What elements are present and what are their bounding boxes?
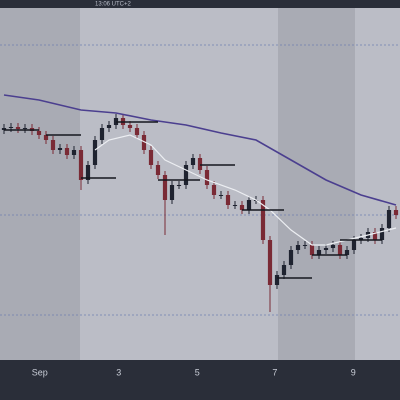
candle-body: [127, 125, 133, 128]
candle-body: [162, 175, 168, 200]
candle-body: [239, 205, 245, 210]
candle-body: [211, 185, 217, 195]
candle-body: [183, 165, 189, 185]
x-tick-label: 3: [116, 367, 121, 377]
candle-body: [155, 165, 161, 175]
candle-body: [337, 245, 343, 255]
candle-body: [92, 140, 98, 165]
timestamp: 13:06 UTC+2: [95, 2, 132, 8]
candle-body: [78, 150, 84, 180]
candle-body: [386, 210, 392, 228]
candle-body: [323, 248, 329, 250]
candle-body: [295, 245, 301, 250]
candle-body: [15, 127, 21, 129]
candle-body: [99, 128, 105, 140]
candle-body: [197, 158, 203, 170]
candle-body: [260, 200, 266, 240]
x-tick-label: Sep: [32, 367, 48, 377]
candle-body: [309, 245, 315, 255]
candle-body: [43, 135, 49, 140]
candle-body: [190, 158, 196, 165]
candle-body: [225, 195, 231, 205]
candle-body: [71, 150, 77, 155]
candle-body: [281, 265, 287, 275]
candle-body: [302, 245, 308, 246]
candle-body: [8, 127, 14, 128]
candle-body: [316, 250, 322, 255]
candle-body: [344, 250, 350, 255]
candle-body: [50, 140, 56, 150]
candle-body: [1, 128, 7, 130]
session-band: [278, 8, 355, 360]
candle-body: [36, 131, 42, 135]
x-tick-label: 5: [195, 367, 200, 377]
session-band: [0, 8, 80, 360]
candle-body: [267, 240, 273, 285]
candle-body: [169, 185, 175, 200]
x-tick-label: 9: [351, 367, 356, 377]
candle-body: [57, 148, 63, 150]
candle-body: [288, 250, 294, 265]
x-tick-label: 7: [272, 367, 277, 377]
candle-body: [148, 150, 154, 165]
candle-body: [204, 170, 210, 185]
candle-body: [274, 275, 280, 285]
candle-body: [330, 245, 336, 248]
moving-average: [94, 134, 397, 246]
candle-body: [379, 228, 385, 240]
candle-body: [218, 195, 224, 196]
candle-body: [393, 210, 399, 215]
candle-body: [351, 240, 357, 250]
candle-body: [246, 200, 252, 210]
candle-body: [176, 185, 182, 186]
candle-body: [134, 128, 140, 135]
candle-body: [141, 135, 147, 150]
candle-body: [85, 165, 91, 180]
candle-body: [22, 128, 28, 129]
candle-body: [106, 125, 112, 128]
candle-body: [358, 238, 364, 240]
candle-body: [64, 148, 70, 155]
candle-body: [232, 205, 238, 206]
candle-body: [372, 232, 378, 240]
moving-average: [3, 94, 397, 206]
